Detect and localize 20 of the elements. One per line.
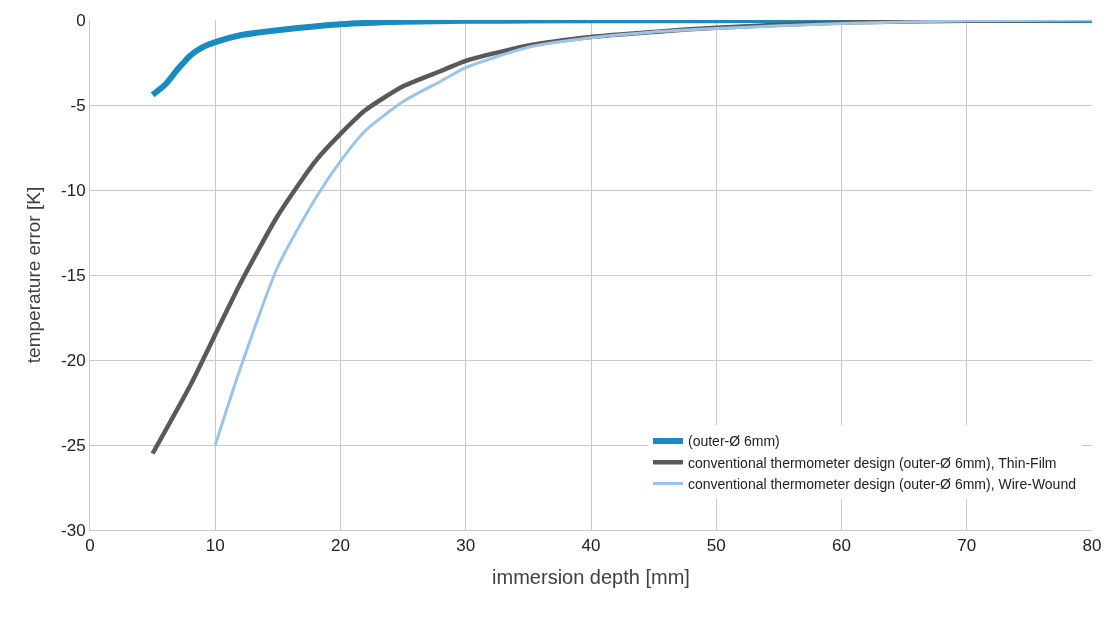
y-tick-label: -5	[70, 95, 86, 115]
x-axis-title: immersion depth [mm]	[492, 565, 690, 588]
legend-label: conventional thermometer design (outer-Ø 6mm), Wire-Wound	[687, 475, 1076, 492]
x-tick-label: 50	[706, 536, 726, 556]
x-tick-label: 60	[832, 536, 851, 556]
x-tick-label: 40	[581, 536, 601, 556]
x-tick-label: 20	[331, 536, 350, 556]
x-tick-label: 10	[205, 536, 225, 556]
legend-label: (outer-Ø 6mm)	[687, 433, 780, 450]
y-tick-label: -25	[61, 435, 86, 455]
y-axis-title: temperature error [K]	[22, 186, 44, 364]
y-tick-label: -30	[61, 520, 86, 540]
y-tick-label: -20	[61, 350, 86, 370]
x-tick-label: 70	[957, 536, 977, 556]
x-tick-label: 30	[456, 536, 476, 556]
y-tick-label: -15	[61, 265, 86, 285]
y-tick-label: -10	[61, 180, 86, 200]
x-tick-label: 80	[1082, 536, 1102, 556]
legend-label: conventional thermometer design (outer-Ø 6mm), Thin-Film	[687, 454, 1057, 471]
y-tick-label: 0	[76, 10, 86, 30]
